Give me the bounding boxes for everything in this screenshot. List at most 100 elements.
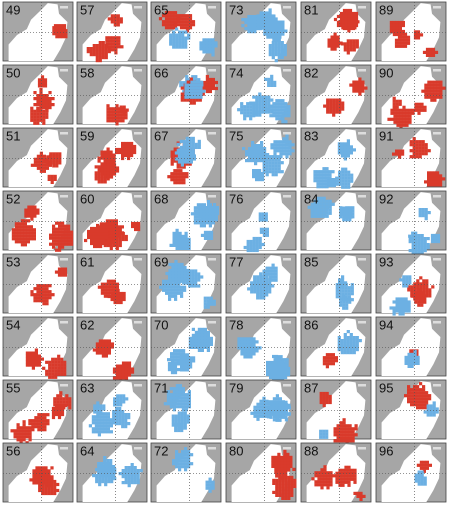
anomaly-cell bbox=[347, 11, 351, 15]
anomaly-cell bbox=[252, 340, 256, 344]
anomaly-cell bbox=[173, 368, 178, 372]
anomaly-cell bbox=[417, 102, 421, 106]
anomaly-cell bbox=[396, 123, 400, 127]
anomaly-cell bbox=[284, 418, 288, 422]
anomaly-cell bbox=[268, 44, 272, 48]
anomaly-cell bbox=[282, 146, 286, 150]
anomaly-cell bbox=[264, 215, 268, 219]
anomaly-cell bbox=[353, 468, 357, 472]
anomaly-cell bbox=[272, 363, 276, 368]
anomaly-cell bbox=[118, 419, 122, 423]
anomaly-cell bbox=[349, 348, 353, 352]
anomaly-cell bbox=[97, 415, 101, 419]
anomaly-cell bbox=[433, 89, 437, 93]
anomaly-cell bbox=[266, 29, 270, 33]
anomaly-cell bbox=[436, 236, 441, 241]
anomaly-cell bbox=[287, 496, 291, 500]
anomaly-cell bbox=[200, 330, 204, 334]
anomaly-cell bbox=[333, 17, 338, 22]
anomaly-cell bbox=[275, 114, 279, 118]
anomaly-cell bbox=[322, 202, 326, 206]
anomaly-cell bbox=[112, 421, 116, 425]
anomaly-cell bbox=[45, 160, 49, 164]
anomaly-cell bbox=[41, 476, 45, 481]
anomaly-cell bbox=[427, 92, 431, 96]
anomaly-cell bbox=[172, 240, 176, 244]
anomaly-cell bbox=[183, 160, 187, 164]
anomaly-cell bbox=[354, 433, 358, 437]
anomaly-cell bbox=[275, 490, 279, 494]
anomaly-cell bbox=[343, 42, 347, 46]
anomaly-cell bbox=[278, 102, 282, 106]
anomaly-cell bbox=[284, 496, 288, 500]
anomaly-cell bbox=[118, 240, 122, 245]
anomaly-cell bbox=[264, 107, 268, 111]
anomaly-cell bbox=[286, 461, 290, 465]
anomaly-cell bbox=[45, 157, 49, 161]
anomaly-cell bbox=[326, 474, 330, 478]
anomaly-cell bbox=[197, 330, 201, 334]
anomaly-cell bbox=[189, 359, 193, 363]
anomaly-cell bbox=[187, 246, 191, 250]
anomaly-cell bbox=[173, 159, 177, 163]
anomaly-cell bbox=[98, 468, 102, 472]
anomaly-cell bbox=[171, 414, 175, 418]
anomaly-cell bbox=[431, 53, 436, 57]
scale-mark bbox=[358, 384, 366, 387]
anomaly-cell bbox=[180, 423, 184, 427]
anomaly-cell bbox=[127, 475, 131, 479]
anomaly-cell bbox=[194, 342, 198, 346]
anomaly-cell bbox=[361, 83, 365, 87]
anomaly-cell bbox=[256, 408, 260, 412]
anomaly-cell bbox=[182, 352, 186, 356]
anomaly-cell bbox=[109, 288, 113, 292]
anomaly-cell bbox=[43, 422, 47, 426]
anomaly-cell bbox=[342, 424, 346, 428]
anomaly-cell bbox=[329, 181, 333, 185]
anomaly-cell bbox=[56, 400, 60, 404]
anomaly-cell bbox=[117, 36, 121, 40]
anomaly-cell bbox=[411, 231, 415, 235]
anomaly-cell bbox=[53, 400, 57, 404]
anomaly-cell bbox=[172, 405, 176, 409]
anomaly-cell bbox=[414, 237, 418, 241]
anomaly-cell bbox=[41, 469, 45, 473]
anomaly-cell bbox=[422, 385, 426, 389]
anomaly-cell bbox=[28, 351, 32, 355]
anomaly-cell bbox=[325, 211, 329, 215]
anomaly-cell bbox=[283, 464, 287, 468]
anomaly-cell bbox=[275, 29, 279, 33]
anomaly-cell bbox=[106, 234, 110, 239]
anomaly-cell bbox=[59, 400, 63, 404]
anomaly-cell bbox=[419, 282, 423, 286]
anomaly-cell bbox=[175, 456, 179, 460]
anomaly-cell bbox=[170, 159, 174, 163]
anomaly-cell bbox=[47, 491, 51, 496]
anomaly-cell bbox=[45, 163, 49, 167]
anomaly-cell bbox=[433, 86, 437, 90]
anomaly-cell bbox=[176, 175, 180, 179]
anomaly-cell bbox=[209, 233, 214, 237]
anomaly-cell bbox=[109, 113, 113, 117]
anomaly-cell bbox=[209, 339, 213, 343]
anomaly-cell bbox=[410, 400, 414, 404]
anomaly-cell bbox=[53, 397, 57, 401]
anomaly-cell bbox=[422, 297, 426, 301]
anomaly-cell bbox=[184, 36, 188, 40]
anomaly-cell bbox=[113, 288, 117, 293]
anomaly-cell bbox=[412, 137, 416, 141]
anomaly-cell bbox=[323, 104, 327, 108]
anomaly-cell bbox=[58, 32, 62, 36]
anomaly-cell bbox=[45, 290, 49, 294]
anomaly-cell bbox=[338, 20, 342, 24]
anomaly-cell bbox=[106, 171, 110, 175]
anomaly-cell bbox=[53, 177, 57, 181]
anomaly-cell bbox=[404, 361, 408, 365]
anomaly-cell bbox=[267, 101, 271, 105]
anomaly-cell bbox=[112, 107, 116, 111]
anomaly-cell bbox=[185, 75, 189, 79]
anomaly-cell bbox=[58, 245, 62, 249]
panel-label: 72 bbox=[154, 444, 168, 459]
anomaly-cell bbox=[98, 483, 102, 487]
anomaly-cell bbox=[106, 418, 110, 422]
